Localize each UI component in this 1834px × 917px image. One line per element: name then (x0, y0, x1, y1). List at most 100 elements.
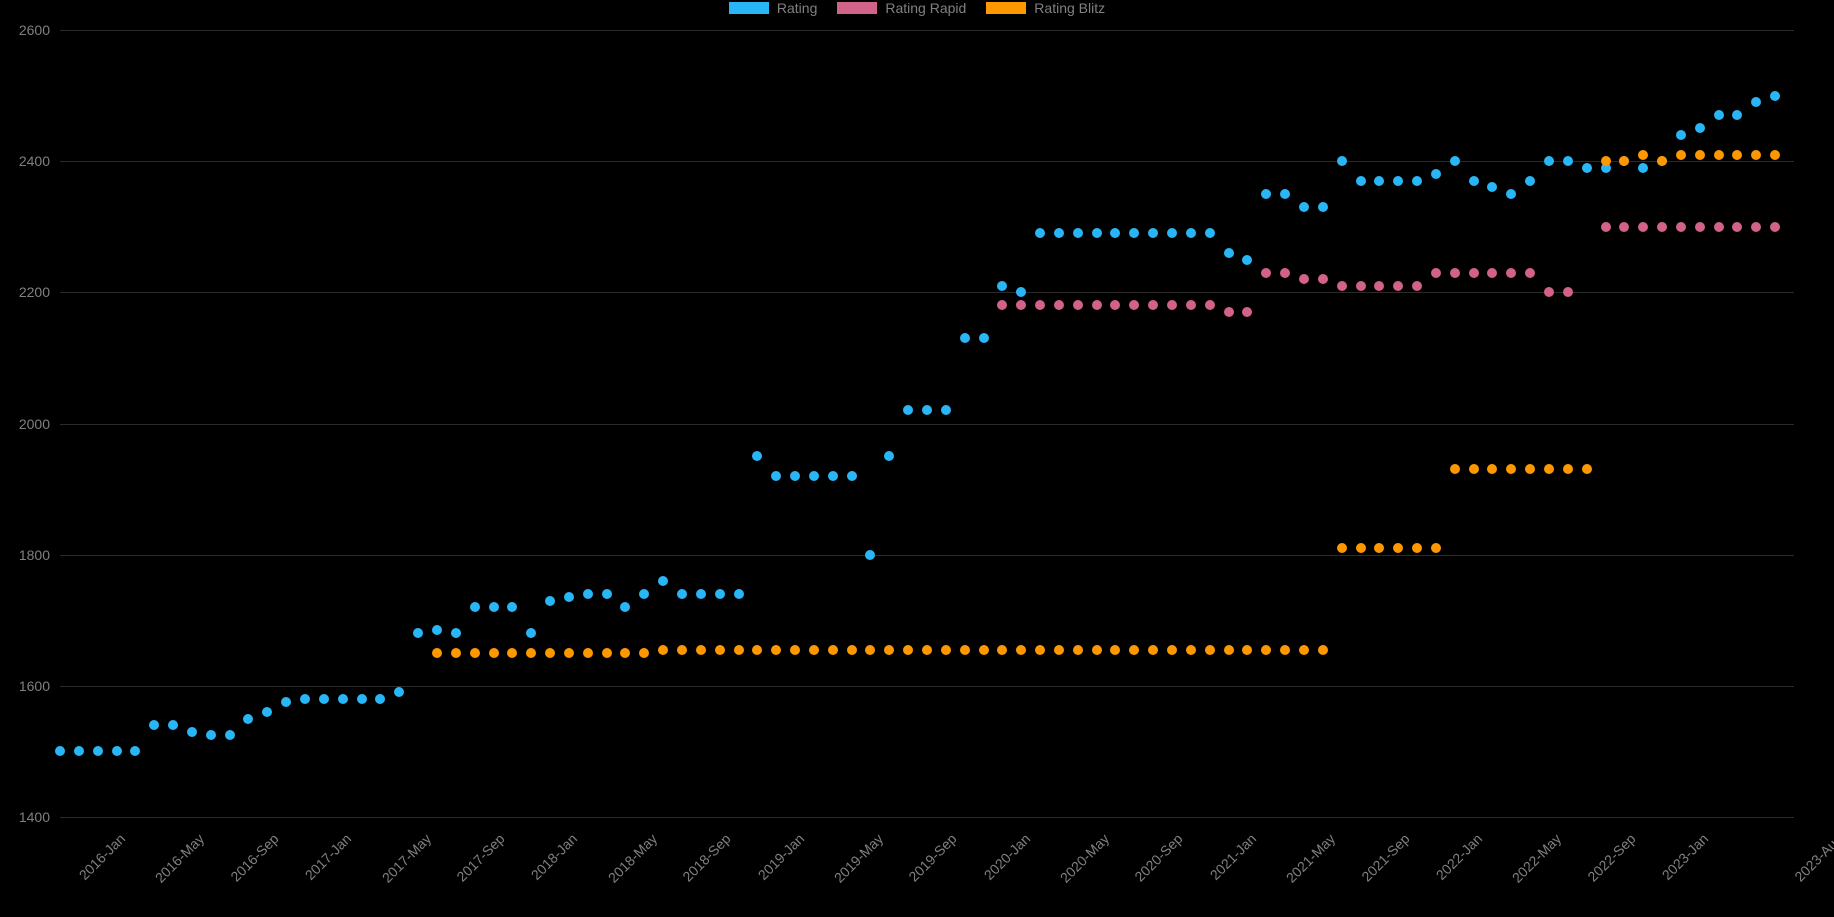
data-point (1525, 176, 1535, 186)
data-point (639, 648, 649, 658)
y-gridline (60, 686, 1794, 687)
legend-swatch (837, 2, 877, 14)
data-point (865, 550, 875, 560)
x-tick-label: 2023-Jan (1659, 830, 1712, 883)
data-point (620, 602, 630, 612)
data-point (1261, 268, 1271, 278)
data-point (1280, 189, 1290, 199)
data-point (1054, 645, 1064, 655)
data-point (1732, 222, 1742, 232)
data-point (1714, 110, 1724, 120)
data-point (507, 602, 517, 612)
y-gridline (60, 30, 1794, 31)
data-point (451, 628, 461, 638)
data-point (1016, 287, 1026, 297)
x-tick-label: 2020-Sep (1132, 830, 1186, 884)
data-point (1544, 287, 1554, 297)
data-point (1016, 645, 1026, 655)
legend-swatch (986, 2, 1026, 14)
data-point (658, 576, 668, 586)
data-point (1582, 464, 1592, 474)
data-point (1450, 156, 1460, 166)
data-point (1092, 645, 1102, 655)
data-point (1657, 222, 1667, 232)
data-point (1054, 300, 1064, 310)
data-point (1242, 645, 1252, 655)
data-point (1544, 156, 1554, 166)
data-point (1318, 274, 1328, 284)
y-tick-label: 2400 (0, 153, 50, 169)
data-point (1506, 268, 1516, 278)
legend-item: Rating Blitz (986, 0, 1105, 16)
data-point (1224, 645, 1234, 655)
data-point (715, 645, 725, 655)
data-point (1770, 91, 1780, 101)
data-point (583, 589, 593, 599)
x-tick-label: 2021-Sep (1358, 830, 1412, 884)
data-point (1563, 287, 1573, 297)
data-point (1393, 281, 1403, 291)
data-point (1318, 202, 1328, 212)
data-point (526, 648, 536, 658)
x-tick-label: 2022-May (1509, 830, 1564, 885)
rating-chart: RatingRating RapidRating Blitz 140016001… (0, 0, 1834, 917)
data-point (489, 602, 499, 612)
data-point (243, 714, 253, 724)
data-point (545, 596, 555, 606)
data-point (1751, 222, 1761, 232)
data-point (1337, 281, 1347, 291)
data-point (997, 645, 1007, 655)
data-point (1469, 176, 1479, 186)
data-point (168, 720, 178, 730)
data-point (1412, 176, 1422, 186)
data-point (1563, 464, 1573, 474)
data-point (432, 625, 442, 635)
data-point (1676, 150, 1686, 160)
data-point (1299, 645, 1309, 655)
data-point (1657, 156, 1667, 166)
data-point (526, 628, 536, 638)
data-point (1751, 97, 1761, 107)
data-point (752, 645, 762, 655)
data-point (771, 645, 781, 655)
data-point (696, 589, 706, 599)
data-point (1450, 268, 1460, 278)
data-point (884, 645, 894, 655)
data-point (130, 746, 140, 756)
data-point (771, 471, 781, 481)
data-point (1016, 300, 1026, 310)
data-point (319, 694, 329, 704)
data-point (1299, 274, 1309, 284)
x-tick-label: 2018-May (605, 830, 660, 885)
data-point (1148, 228, 1158, 238)
data-point (1695, 222, 1705, 232)
data-point (903, 645, 913, 655)
data-point (1261, 645, 1271, 655)
data-point (602, 648, 612, 658)
data-point (1393, 543, 1403, 553)
data-point (979, 645, 989, 655)
legend-label: Rating Rapid (885, 0, 966, 16)
data-point (545, 648, 555, 658)
data-point (1751, 150, 1761, 160)
data-point (1374, 176, 1384, 186)
x-tick-label: 2017-Sep (453, 830, 507, 884)
data-point (1374, 281, 1384, 291)
data-point (93, 746, 103, 756)
x-tick-label: 2019-Sep (906, 830, 960, 884)
data-point (470, 602, 480, 612)
data-point (1261, 189, 1271, 199)
data-point (451, 648, 461, 658)
legend-swatch (729, 2, 769, 14)
data-point (1676, 130, 1686, 140)
y-tick-label: 1400 (0, 809, 50, 825)
data-point (620, 648, 630, 658)
data-point (1299, 202, 1309, 212)
data-point (1337, 543, 1347, 553)
data-point (1506, 189, 1516, 199)
data-point (658, 645, 668, 655)
legend-item: Rating (729, 0, 817, 16)
data-point (1732, 150, 1742, 160)
x-tick-label: 2017-May (378, 830, 433, 885)
data-point (1129, 645, 1139, 655)
